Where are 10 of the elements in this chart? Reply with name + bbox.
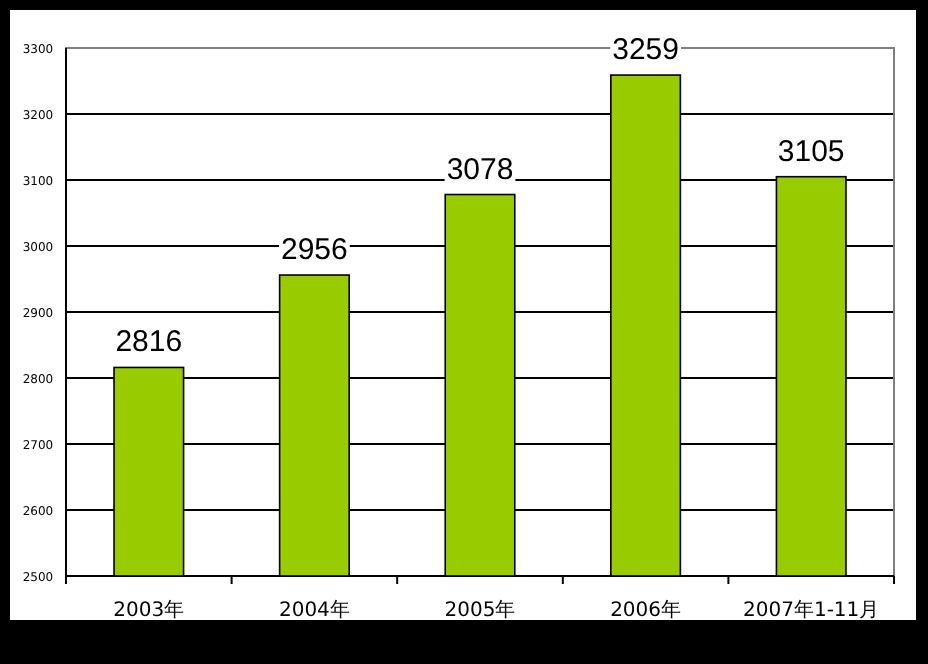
data-label: 2816 <box>115 325 183 360</box>
x-tick-label: 2005年 <box>444 598 516 622</box>
x-tick-label: 2006年 <box>610 598 682 622</box>
x-tick-label: 2003年 <box>113 598 185 622</box>
data-label: 3259 <box>612 33 679 68</box>
x-tick-label: 2007年1-11月 <box>743 598 880 622</box>
data-label: 3078 <box>446 152 514 187</box>
data-label: 3105 <box>777 134 845 169</box>
data-label: 2956 <box>281 233 348 268</box>
x-tick-label: 2004年 <box>278 598 350 622</box>
